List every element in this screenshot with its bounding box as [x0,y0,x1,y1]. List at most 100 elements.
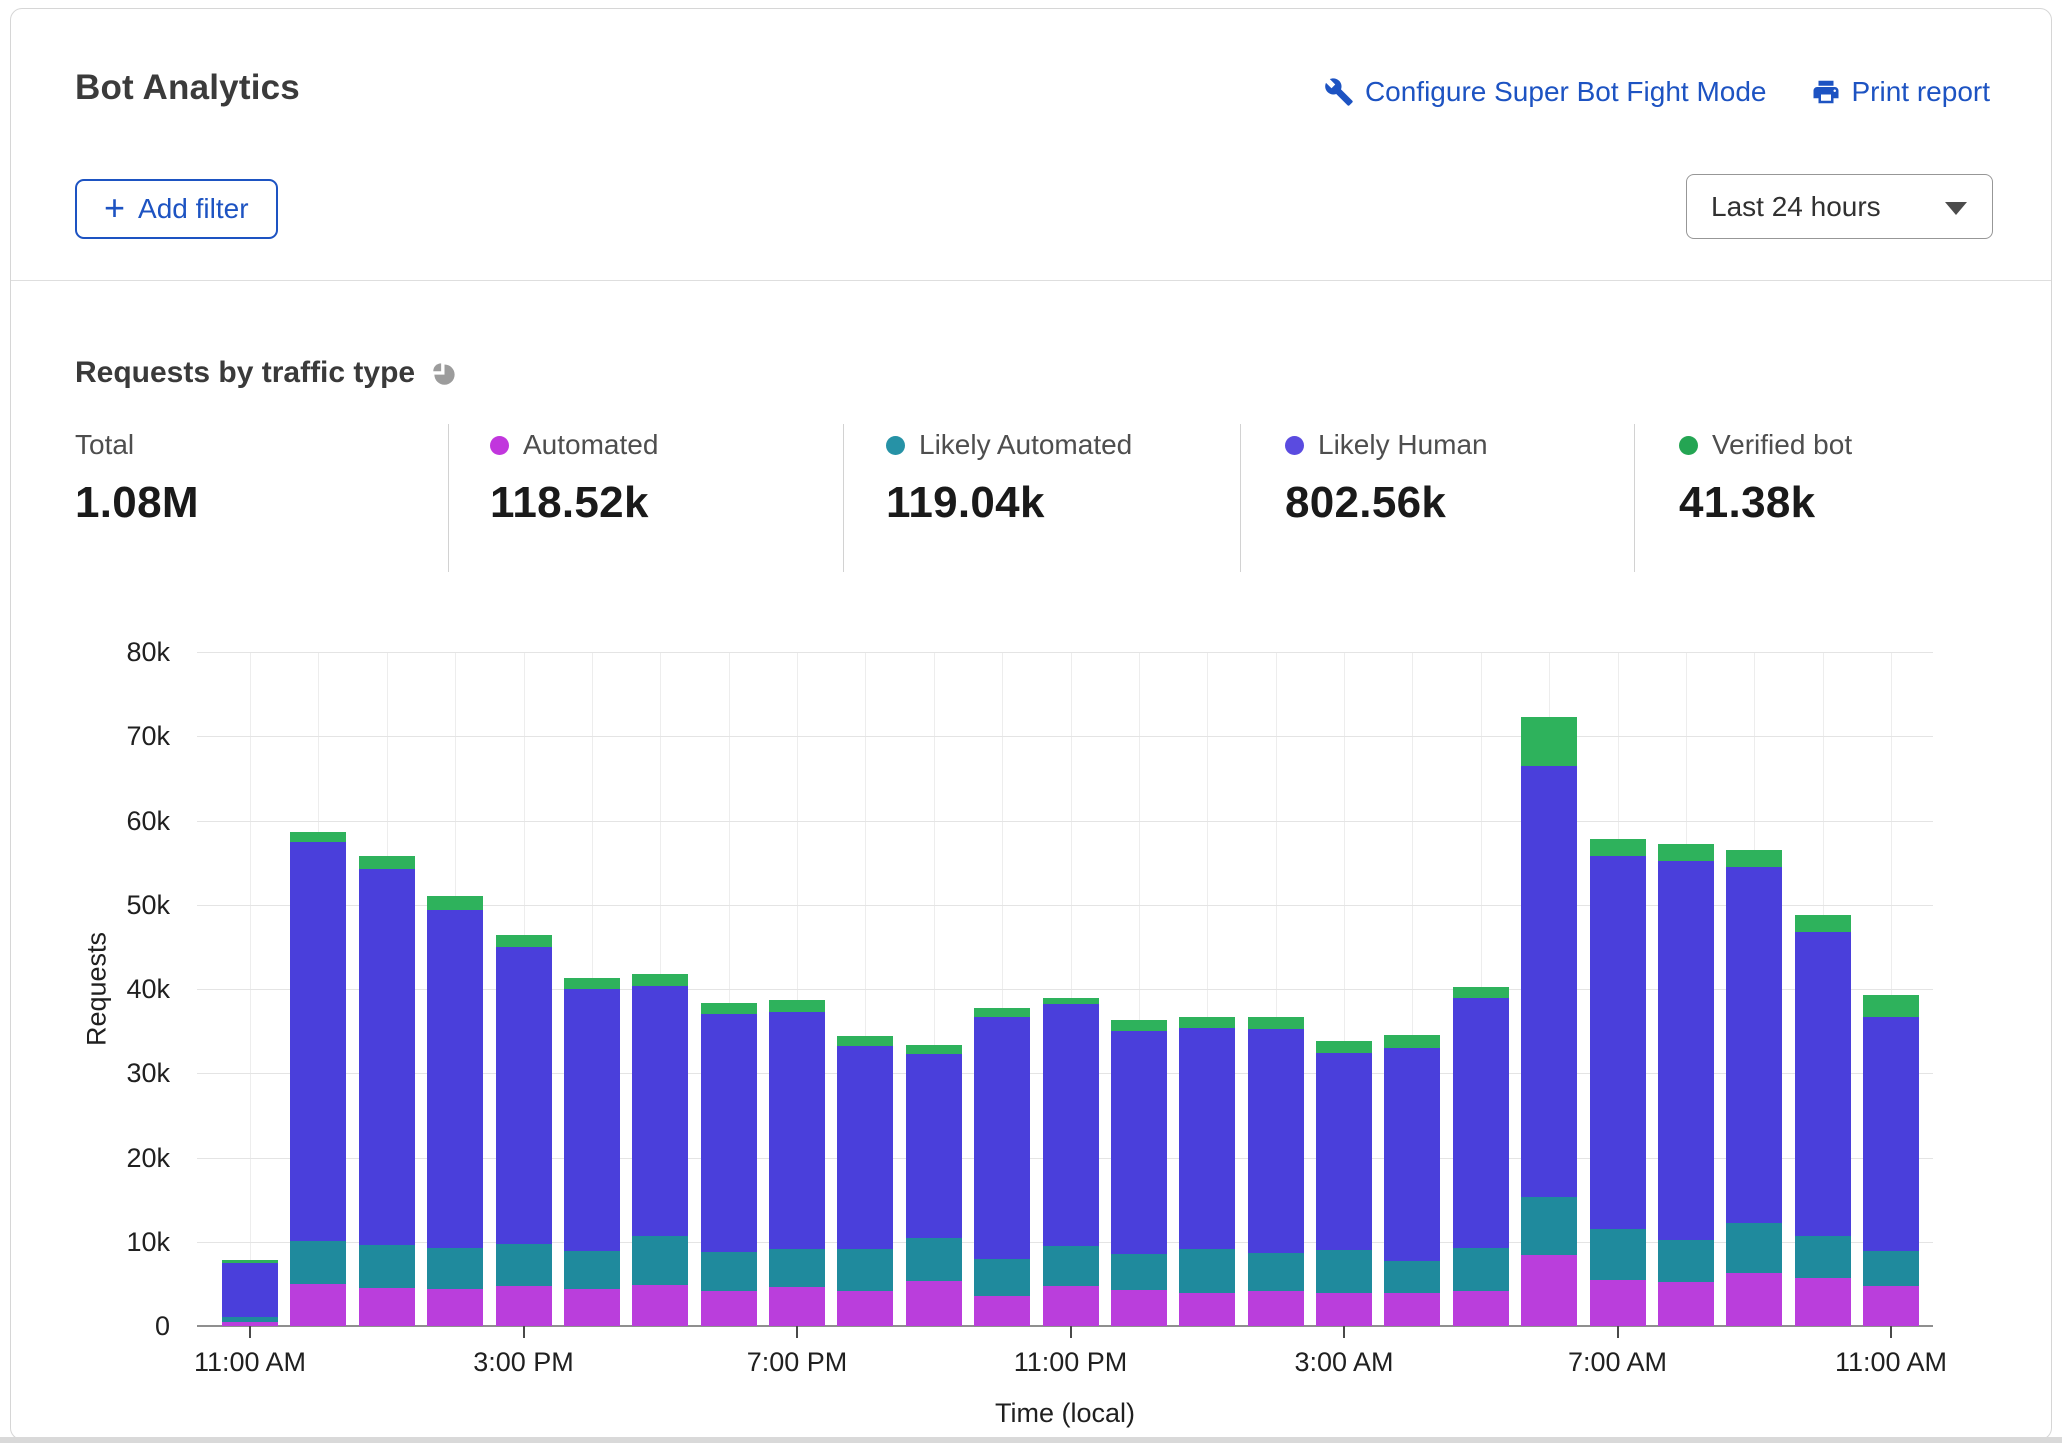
bar-segment-automated [1795,1278,1851,1326]
y-tick-label: 0 [58,1309,170,1343]
bar-segment-likely-human [290,842,346,1241]
bar-segment-verified-bot [1863,995,1919,1017]
bar-segment-verified-bot [837,1036,893,1046]
x-tick-label: 11:00 PM [1014,1347,1128,1378]
bar-segment-verified-bot [1384,1035,1440,1048]
bar-segment-likely-automated [974,1259,1030,1295]
bar-segment-likely-automated [701,1252,757,1292]
bar-segment-likely-automated [1248,1253,1304,1291]
bar-segment-likely-automated [1795,1236,1851,1278]
bar-segment-likely-human [1453,998,1509,1247]
bar-segment-automated [769,1287,825,1326]
bar-segment-likely-human [222,1263,278,1317]
bar-segment-likely-human [1043,1004,1099,1246]
bar-segment-likely-automated [1726,1223,1782,1273]
y-tick-label: 10k [58,1225,170,1259]
x-axis-title: Time (local) [995,1398,1135,1429]
x-tick-label: 7:00 AM [1568,1347,1667,1378]
x-tick-mark [796,1326,798,1338]
y-tick-label: 40k [58,972,170,1006]
bar-segment-likely-human [974,1017,1030,1260]
bar-segment-likely-human [906,1054,962,1238]
x-tick-mark [523,1326,525,1338]
bar-segment-verified-bot [1795,915,1851,932]
bar-segment-likely-human [1863,1017,1919,1251]
bar-segment-verified-bot [632,974,688,987]
bar-segment-verified-bot [701,1003,757,1015]
bar-segment-likely-human [1590,856,1646,1229]
bar-segment-likely-automated [427,1248,483,1289]
bar-segment-verified-bot [290,832,346,842]
bar-segment-automated [290,1284,346,1326]
y-tick-label: 70k [58,719,170,753]
bar-segment-likely-human [1658,861,1714,1240]
x-tick-mark [1617,1326,1619,1338]
bar-segment-likely-human [496,947,552,1244]
horizontal-gridline [197,652,1933,653]
bar-segment-likely-automated [906,1238,962,1282]
bar-segment-automated [1658,1282,1714,1326]
bar-segment-likely-automated [837,1249,893,1290]
bar-segment-likely-automated [359,1245,415,1288]
bar-segment-automated [837,1291,893,1326]
bar-segment-verified-bot [1043,998,1099,1004]
bar-segment-likely-human [1521,766,1577,1197]
bar-segment-likely-automated [1863,1251,1919,1286]
bar-segment-likely-automated [1316,1250,1372,1293]
bar-segment-likely-human [1248,1029,1304,1253]
bar-segment-automated [564,1289,620,1326]
bar-segment-verified-bot [1111,1020,1167,1031]
x-tick-label: 11:00 AM [1835,1347,1947,1378]
requests-by-traffic-type-chart: Requests Time (local) 010k20k30k40k50k60… [0,0,2062,1450]
y-tick-label: 50k [58,888,170,922]
bar-segment-verified-bot [1521,717,1577,766]
bar-segment-automated [1248,1291,1304,1326]
bar-segment-verified-bot [1590,839,1646,856]
bar-segment-likely-human [769,1012,825,1250]
bar-segment-verified-bot [359,856,415,869]
bar-segment-likely-automated [496,1244,552,1285]
y-tick-label: 60k [58,804,170,838]
bar-segment-automated [1316,1293,1372,1326]
bar-segment-likely-human [1316,1053,1372,1250]
bar-segment-likely-automated [222,1317,278,1322]
x-tick-label: 7:00 PM [747,1347,848,1378]
y-tick-label: 30k [58,1056,170,1090]
bar-segment-verified-bot [496,935,552,947]
horizontal-gridline [197,821,1933,822]
bar-segment-likely-automated [290,1241,346,1284]
y-tick-label: 80k [58,635,170,669]
bar-segment-automated [1384,1293,1440,1326]
bar-segment-verified-bot [1316,1041,1372,1053]
bar-segment-likely-automated [1111,1254,1167,1290]
x-tick-mark [1890,1326,1892,1338]
bar-segment-likely-automated [564,1251,620,1289]
bar-segment-automated [1179,1293,1235,1326]
bar-segment-likely-automated [1179,1249,1235,1294]
bar-segment-automated [1043,1286,1099,1326]
bar-segment-likely-human [1795,932,1851,1236]
bar-segment-likely-automated [1521,1197,1577,1255]
bar-segment-likely-human [1384,1048,1440,1261]
bar-segment-automated [1863,1286,1919,1326]
bar-segment-automated [1453,1291,1509,1326]
bar-segment-likely-automated [632,1236,688,1285]
bar-segment-automated [1726,1273,1782,1326]
bar-segment-likely-automated [1384,1261,1440,1293]
bar-segment-automated [427,1289,483,1326]
bar-segment-verified-bot [1726,850,1782,867]
bar-segment-likely-automated [769,1249,825,1287]
bar-segment-automated [1521,1255,1577,1326]
bar-segment-likely-automated [1658,1240,1714,1282]
bar-segment-verified-bot [1248,1017,1304,1029]
bar-segment-likely-human [564,989,620,1251]
bar-segment-automated [496,1286,552,1326]
bar-segment-likely-automated [1590,1229,1646,1280]
bar-segment-likely-human [359,869,415,1245]
page: Bot Analytics Configure Super Bot Fight … [0,0,2062,1450]
bar-segment-automated [1590,1280,1646,1326]
bar-segment-verified-bot [769,1000,825,1012]
bar-segment-automated [632,1285,688,1326]
bar-segment-likely-human [632,986,688,1235]
horizontal-gridline [197,736,1933,737]
